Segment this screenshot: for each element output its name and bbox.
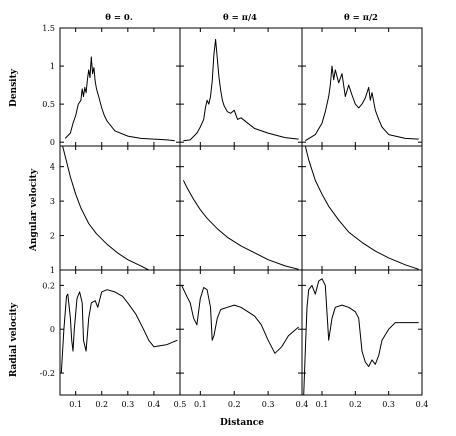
y-tick-label: 3: [50, 197, 55, 206]
series-line-angular-velocity-theta-pi2: [304, 146, 419, 270]
panel-frame: [179, 145, 303, 271]
x-tick-label: 0.1: [194, 400, 207, 409]
x-tick-label: 0.2: [349, 400, 362, 409]
x-tick-label: 0.4: [416, 400, 429, 409]
column-title-3: θ = π/2: [344, 13, 378, 23]
y-tick-label: 0: [50, 325, 55, 334]
panel-frame: [179, 269, 303, 396]
panel-frame: [59, 145, 181, 271]
xlabel-distance: Distance: [220, 418, 264, 428]
series-line-density-theta-pi2: [305, 65, 419, 142]
panel-density-theta-0: 0 0.5 1 1.5: [42, 24, 181, 147]
panel-radial-velocity-theta-0: 0.1 0.2 0.3 0.4 0.5 -0.2 0 0.2: [40, 269, 187, 409]
x-tick-label: 0.1: [316, 400, 329, 409]
column-titles: θ = 0. θ = π/4 θ = π/2: [105, 13, 378, 23]
series-line-angular-velocity-theta-0: [62, 146, 149, 270]
y-tick-label: 0: [50, 138, 55, 147]
panel-angular-velocity-theta-pi4: [179, 145, 303, 271]
series-line-radial-velocity-theta-0: [60, 289, 178, 374]
x-tick-label: 0.2: [95, 400, 108, 409]
y-tick-label: 1: [50, 266, 55, 275]
panel-frame: [301, 27, 423, 147]
panel-radial-velocity-theta-pi4: 0.1 0.2 0.3 0.4: [179, 269, 309, 409]
panel-angular-velocity-theta-pi2: [301, 145, 423, 271]
y-tick-label: -0.2: [40, 369, 55, 378]
panel-frame: [59, 269, 181, 396]
y-tick-label: 1.5: [42, 24, 55, 33]
panel-frame: [301, 269, 423, 396]
x-tick-label: 0.3: [262, 400, 275, 409]
panel-radial-velocity-theta-pi2: 0.1 0.2 0.3 0.4: [301, 269, 429, 409]
x-tick-label: 0.1: [69, 400, 82, 409]
series-line-density-theta-0: [64, 56, 175, 142]
panel-frame: [301, 145, 423, 271]
ylabel-angular-velocity: Angular velocity: [29, 168, 39, 252]
x-tick-label: 0.4: [296, 400, 309, 409]
y-tick-label: 0.2: [42, 281, 55, 290]
x-tick-label: 0.2: [228, 400, 241, 409]
ylabel-density: Density: [9, 68, 19, 107]
series-line-density-theta-pi4: [183, 38, 299, 142]
y-tick-label: 4: [50, 163, 55, 172]
panel-density-theta-pi2: [301, 27, 423, 147]
x-tick-label: 0.4: [148, 400, 161, 409]
y-tick-label: 2: [50, 232, 55, 241]
series-line-angular-velocity-theta-pi4: [182, 180, 299, 270]
y-tick-label: 1: [50, 62, 55, 71]
panel-density-theta-pi4: [179, 27, 303, 147]
x-tick-label: 0.5: [174, 400, 187, 409]
panel-frame: [59, 27, 181, 147]
column-title-1: θ = 0.: [105, 13, 133, 23]
x-tick-label: 0.3: [121, 400, 134, 409]
x-tick-label: 0.3: [382, 400, 395, 409]
row-labels: Density Angular velocity Radial velocity: [9, 68, 39, 377]
series-line-radial-velocity-theta-pi2: [303, 278, 419, 395]
panel-angular-velocity-theta-0: 1 2 3 4: [50, 145, 181, 275]
column-title-2: θ = π/4: [223, 13, 257, 23]
y-tick-label: 0.5: [42, 100, 55, 109]
panel-frame: [179, 27, 303, 147]
ylabel-radial-velocity: Radial velocity: [9, 302, 19, 377]
series-line-radial-velocity-theta-pi4: [181, 285, 299, 354]
